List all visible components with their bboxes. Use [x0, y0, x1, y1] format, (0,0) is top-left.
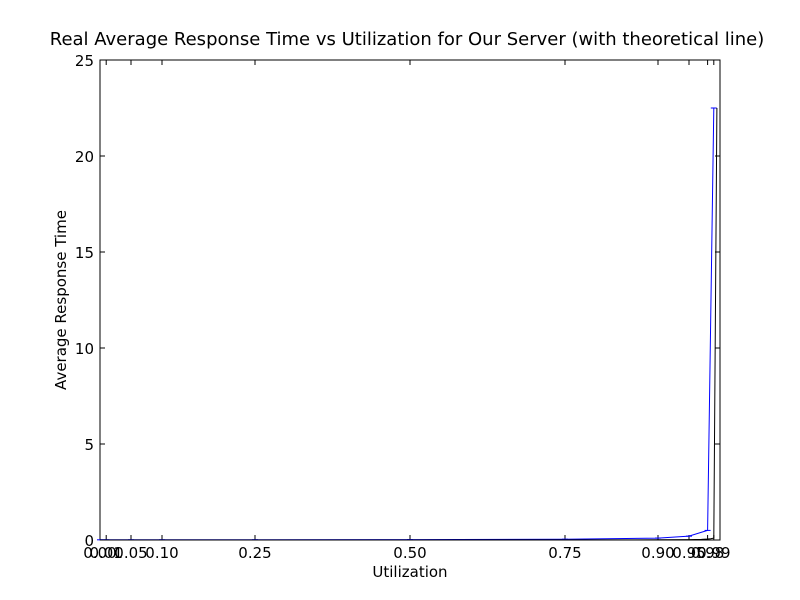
- axis-ticks: 0.000.010.050.10 0.25 0.50 0.75 0.900.950.98…: [75, 52, 731, 562]
- y-tick-label: 10: [75, 340, 94, 358]
- x-tick-label: 0.75: [548, 544, 581, 562]
- x-tick-label: 0.98: [691, 544, 724, 562]
- y-tick-label: 20: [75, 148, 94, 166]
- y-tick-label: 5: [84, 436, 94, 454]
- y-tick-label: 0: [84, 532, 94, 550]
- x-tick-label: 0.99: [697, 544, 730, 562]
- y-axis-label: Average Response Time: [52, 210, 70, 390]
- x-tick-label: 0.90: [641, 544, 674, 562]
- x-tick-label: 0.50: [393, 544, 426, 562]
- chart-title: Real Average Response Time vs Utilizatio…: [50, 29, 764, 50]
- x-axis-label: Utilization: [372, 563, 447, 581]
- x-tick-label: 0.01: [89, 544, 122, 562]
- theoretical-series-line: [99, 107, 718, 541]
- x-tick-label: 0.00: [83, 544, 116, 562]
- y-tick-label: 25: [75, 52, 94, 70]
- plot-area-frame: [99, 59, 721, 541]
- x-tick-label: 0.95: [672, 544, 705, 562]
- y-tick-label: 15: [75, 244, 94, 262]
- x-tick-label: 0.25: [238, 544, 271, 562]
- x-tick-label: 0.10: [145, 544, 178, 562]
- x-tick-label: 0.05: [114, 544, 147, 562]
- data-lines: [97, 107, 718, 541]
